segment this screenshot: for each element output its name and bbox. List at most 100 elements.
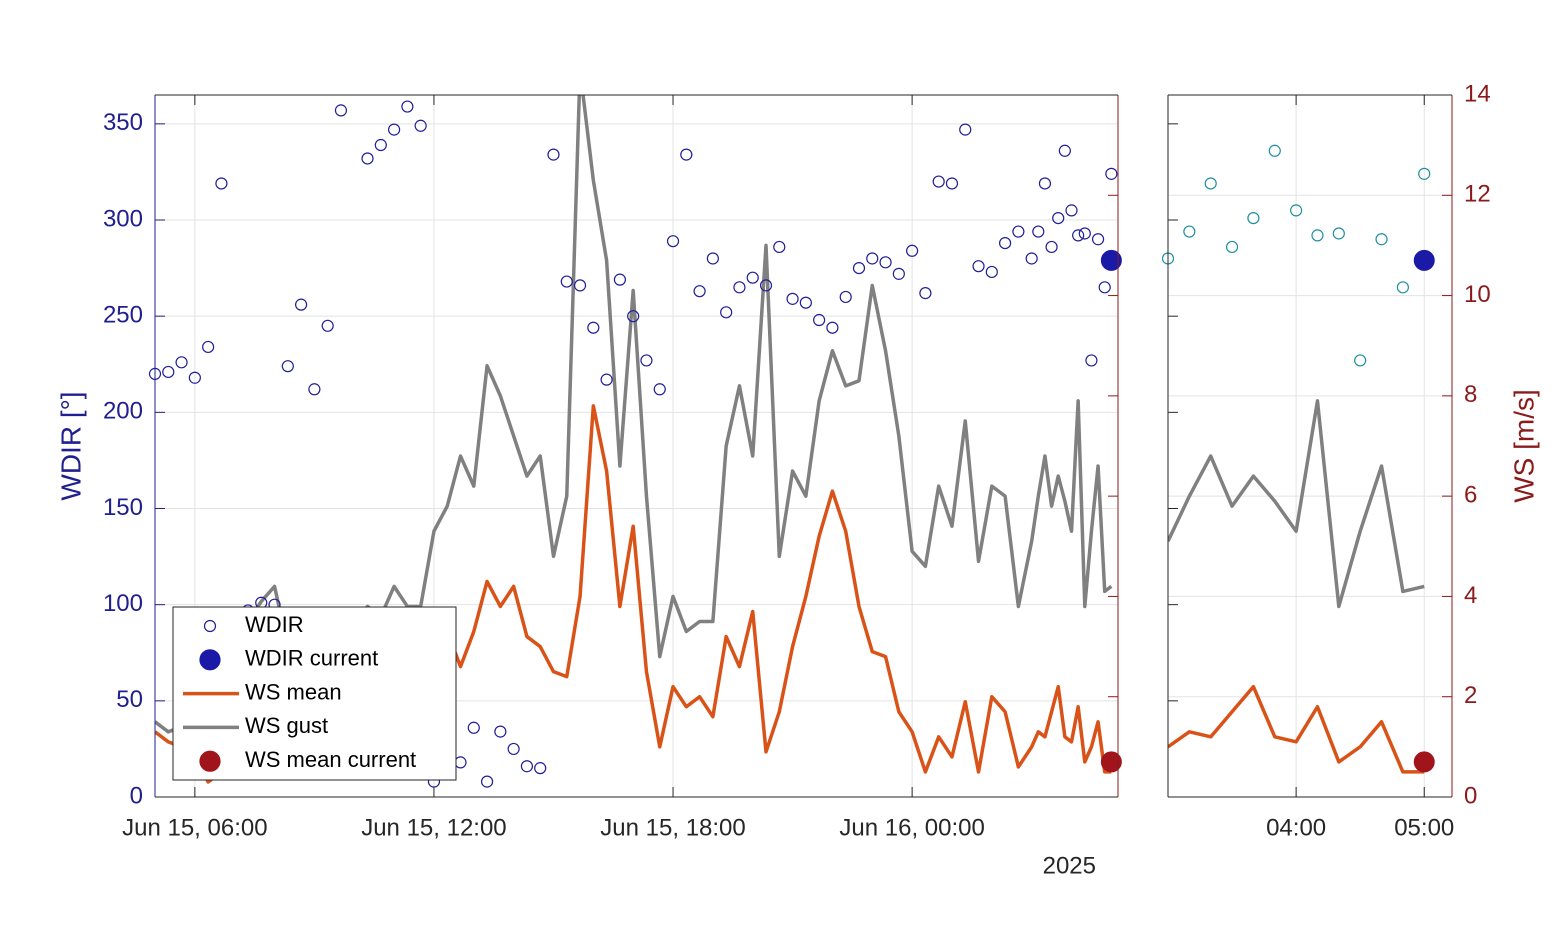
scatter-point bbox=[1058, 144, 1071, 157]
scatter-point bbox=[534, 762, 547, 775]
y2-tick-label: 12 bbox=[1464, 181, 1491, 208]
scatter-point bbox=[1072, 229, 1085, 242]
scatter-point bbox=[799, 296, 812, 309]
y-axis-label: WDIR [°] bbox=[55, 391, 86, 500]
y-tick-label: 150 bbox=[103, 494, 143, 521]
scatter-point bbox=[1375, 233, 1388, 246]
scatter-point bbox=[746, 271, 759, 284]
scatter-point bbox=[998, 236, 1012, 250]
scatter-point bbox=[1085, 354, 1098, 367]
x-tick-label: 04:00 bbox=[1266, 814, 1326, 841]
scatter-point bbox=[627, 310, 640, 323]
scatter-point bbox=[1091, 233, 1105, 246]
scatter-point bbox=[494, 725, 507, 738]
scatter-point bbox=[680, 148, 693, 161]
scatter-point bbox=[866, 252, 879, 265]
scatter-point bbox=[175, 356, 188, 369]
scatter-point bbox=[374, 138, 387, 152]
scatter-point bbox=[985, 265, 998, 279]
scatter-point bbox=[1052, 211, 1065, 225]
scatter-point bbox=[959, 123, 972, 136]
scatter-point bbox=[334, 104, 348, 117]
scatter-point bbox=[560, 275, 573, 288]
scatter-point bbox=[401, 100, 414, 113]
scatter-point bbox=[281, 360, 294, 373]
scatter-point bbox=[906, 244, 919, 257]
scatter-point bbox=[188, 371, 201, 384]
scatter-point bbox=[1332, 227, 1345, 240]
legend-swatch bbox=[199, 750, 221, 772]
scatter-point bbox=[202, 340, 215, 354]
legend-label: WDIR current bbox=[245, 646, 378, 671]
scatter-point bbox=[666, 235, 680, 248]
scatter-point bbox=[839, 290, 852, 304]
scatter-point bbox=[1025, 252, 1038, 265]
y2-tick-label: 10 bbox=[1464, 281, 1491, 308]
scatter-point bbox=[308, 383, 321, 396]
scatter-point bbox=[295, 298, 308, 311]
scatter-point bbox=[826, 321, 839, 334]
scatter-point bbox=[945, 177, 959, 190]
scatter-point bbox=[733, 281, 746, 294]
series-line bbox=[1168, 399, 1425, 609]
x-tick-label: Jun 15, 12:00 bbox=[361, 814, 506, 841]
x-tick-label: 05:00 bbox=[1394, 814, 1454, 841]
scatter-point bbox=[547, 148, 560, 161]
y2-tick-label: 8 bbox=[1464, 381, 1477, 408]
scatter-point bbox=[759, 279, 773, 292]
scatter-point bbox=[773, 240, 786, 254]
scatter-point bbox=[321, 319, 334, 332]
y-tick-label: 350 bbox=[103, 109, 143, 136]
scatter-point bbox=[640, 354, 653, 367]
scatter-point bbox=[1290, 204, 1303, 217]
scatter-point bbox=[162, 365, 175, 379]
scatter-point bbox=[720, 306, 733, 319]
scatter-point bbox=[879, 256, 892, 269]
y2-tick-label: 4 bbox=[1464, 582, 1477, 609]
y2-tick-label: 0 bbox=[1464, 782, 1477, 809]
scatter-point bbox=[1098, 281, 1111, 294]
scatter-point bbox=[1045, 240, 1058, 254]
scatter-point bbox=[1012, 225, 1025, 238]
y2-tick-label: 2 bbox=[1464, 682, 1477, 709]
legend-swatch bbox=[203, 619, 217, 633]
scatter-point bbox=[215, 177, 228, 190]
y-tick-label: 50 bbox=[116, 686, 143, 713]
scatter-point bbox=[1032, 225, 1045, 238]
y2-tick-label: 14 bbox=[1464, 80, 1491, 107]
scatter-point bbox=[587, 321, 600, 334]
scatter-point bbox=[1204, 177, 1217, 190]
scatter-point bbox=[1183, 225, 1196, 238]
current-point bbox=[1413, 249, 1435, 271]
scatter-point bbox=[1354, 354, 1367, 367]
y2-tick-label: 6 bbox=[1464, 481, 1477, 508]
scatter-point bbox=[387, 123, 401, 136]
scatter-point bbox=[1078, 227, 1091, 240]
scatter-point bbox=[1418, 167, 1431, 180]
current-point bbox=[1100, 751, 1122, 773]
y-tick-label: 300 bbox=[103, 205, 143, 232]
legend-label: WS mean bbox=[245, 679, 342, 704]
y-tick-label: 0 bbox=[130, 782, 143, 809]
scatter-point bbox=[1105, 167, 1118, 180]
scatter-point bbox=[1247, 211, 1260, 225]
series-line bbox=[1168, 684, 1425, 774]
scatter-point bbox=[932, 175, 945, 188]
x-tick-label: Jun 15, 18:00 bbox=[600, 814, 745, 841]
scatter-point bbox=[507, 742, 520, 756]
scatter-point bbox=[414, 119, 427, 132]
scatter-point bbox=[1311, 229, 1324, 242]
scatter-point bbox=[520, 760, 534, 773]
scatter-point bbox=[813, 313, 826, 327]
y-tick-label: 250 bbox=[103, 302, 143, 329]
legend: WDIR WDIR current WS mean WS gust WS mean cu… bbox=[172, 606, 457, 781]
scatter-point bbox=[480, 775, 494, 788]
scatter-point bbox=[972, 260, 985, 273]
plot-content bbox=[1168, 399, 1425, 774]
current-point bbox=[1100, 249, 1122, 271]
y2-axis-label: WS [m/s] bbox=[1508, 389, 1539, 503]
scatter-point bbox=[573, 279, 587, 292]
scatter-point bbox=[361, 152, 374, 165]
scatter-point bbox=[892, 267, 905, 280]
